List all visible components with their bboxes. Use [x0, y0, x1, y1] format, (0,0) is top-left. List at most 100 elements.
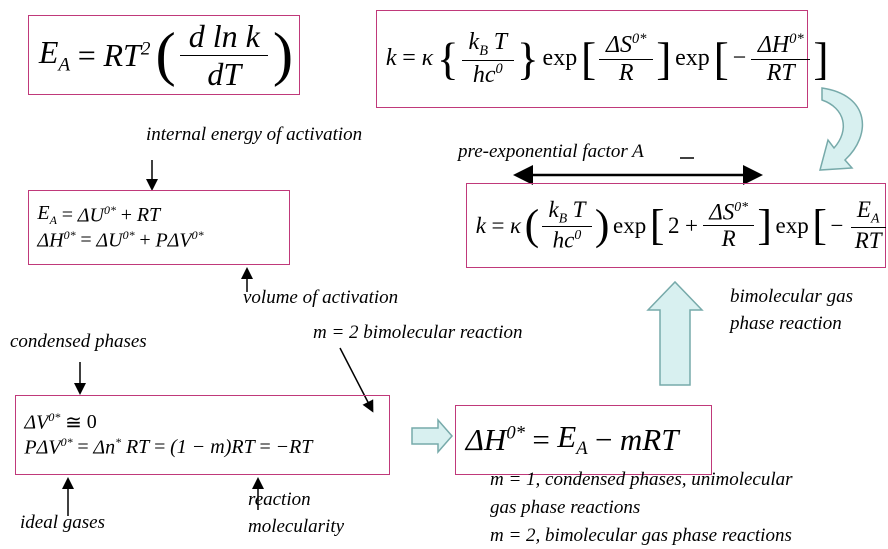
numerator: ΔS0* [599, 30, 653, 60]
symbol: Δn [93, 436, 116, 459]
numerator: ΔH0* [751, 31, 811, 60]
denominator: RT [849, 228, 888, 254]
symbol: E [38, 33, 59, 70]
hollow-arrow-right [411, 418, 453, 454]
math-text: = [259, 436, 271, 458]
symbol: PΔV [24, 436, 61, 459]
superscript: * [115, 435, 122, 450]
symbol: ΔV [24, 412, 49, 434]
symbol: E [856, 197, 871, 223]
symbol: RT [103, 36, 141, 73]
bracket: ( [155, 20, 176, 88]
bracket: ] [757, 200, 772, 249]
note: m = 2, bimolecular gas phase reactions [490, 525, 792, 546]
math-text: −RT [275, 436, 313, 458]
math-text: RT [125, 436, 150, 458]
bracket: } [516, 33, 539, 85]
equation-box: EA = ΔU0* + RT ΔH0* = ΔU0* + PΔV0* [28, 190, 290, 265]
math-text: ≅ [65, 412, 82, 435]
bracket: [ [580, 33, 597, 85]
math-text: R [618, 59, 634, 86]
label: internal energy of activation [146, 124, 363, 145]
symbol: k [548, 196, 559, 222]
symbol: ΔS [605, 31, 633, 58]
math-term: kB [549, 197, 568, 227]
math-text: = [154, 436, 166, 458]
superscript: 0* [48, 410, 61, 425]
superscript: 0* [506, 422, 525, 444]
math-text: RT [136, 203, 161, 226]
superscript: 0 [495, 60, 503, 77]
equation-line: ΔV0* ≅ 0 [22, 410, 383, 435]
math-text: κ [421, 45, 434, 72]
superscript: 0* [734, 198, 748, 214]
equation-line: ΔH0* = EA − mRT [462, 419, 705, 460]
label: volume of activation [243, 287, 399, 308]
equation-box: ΔH0* = EA − mRT [455, 405, 712, 475]
math-text: (1 − m)RT [170, 436, 255, 458]
superscript: 0* [103, 202, 116, 217]
math-term: ΔH0* [466, 422, 525, 458]
math-term: kB [469, 29, 488, 60]
label: m = 2 bimolecular reaction [313, 322, 523, 343]
fraction: ΔS0* R [703, 199, 755, 253]
equation-line: EA = RT2(d ln k dT) [35, 18, 293, 93]
math-term: PΔV0* [24, 435, 72, 460]
numerator: kB T [542, 197, 592, 228]
math-term: PΔV0* [155, 228, 203, 253]
superscript: 0* [632, 30, 647, 47]
math-text: d ln k [188, 17, 260, 54]
symbol: ΔH [37, 229, 64, 252]
label: ideal gases [20, 512, 105, 533]
math-term: EA [857, 197, 880, 227]
math-text: = [61, 203, 74, 226]
arrow [339, 347, 374, 413]
label: pre-exponential factor A [458, 141, 644, 162]
math-text: = [491, 212, 505, 238]
math-text: exp [612, 212, 647, 238]
math-text: 0 [86, 411, 97, 434]
math-text: dT [207, 55, 242, 92]
bracket: ( [524, 200, 540, 249]
bracket: ) [272, 20, 294, 88]
math-text: κ [509, 212, 521, 238]
symbol: ΔH [465, 422, 507, 457]
math-text: = [532, 422, 550, 457]
math-text: = [80, 229, 92, 251]
subscript: A [49, 213, 57, 228]
bracket: [ [812, 200, 827, 249]
symbol: hc [472, 61, 496, 88]
numerator: EA [850, 197, 886, 228]
bracket: ] [656, 33, 672, 85]
math-text: = [77, 436, 89, 458]
math-text: + [120, 203, 133, 226]
superscript: 0 [574, 227, 582, 243]
symbol: PΔV [155, 229, 192, 252]
superscript: 2 [140, 37, 151, 59]
math-text: + [684, 212, 698, 238]
math-term: RT2 [103, 37, 150, 74]
denominator: R [612, 60, 640, 87]
symbol: E [37, 202, 50, 225]
math-text: − [595, 422, 613, 457]
superscript: 0* [63, 228, 76, 243]
math-term: ΔS0* [709, 199, 748, 226]
fraction: EA RT [849, 197, 888, 254]
equation-line: ΔH0* = ΔU0* + PΔV0* [35, 228, 283, 253]
subscript: B [558, 210, 568, 226]
note: m = 1, condensed phases, unimolecular [490, 469, 793, 490]
math-term: ΔV0* [24, 410, 60, 435]
math-term: hc0 [473, 61, 503, 89]
equation-box: ΔV0* ≅ 0 PΔV0* = Δn* RT = (1 − m)RT = −RT [15, 395, 390, 475]
math-text: k [385, 45, 397, 72]
math-term: hc0 [553, 227, 582, 254]
math-text: − [830, 212, 844, 238]
denominator: R [715, 226, 741, 252]
label: phase reaction [730, 313, 842, 334]
math-text: mRT [619, 422, 679, 457]
curved-arrow [819, 87, 864, 171]
superscript: 0* [122, 228, 135, 243]
math-text: exp [542, 45, 578, 72]
